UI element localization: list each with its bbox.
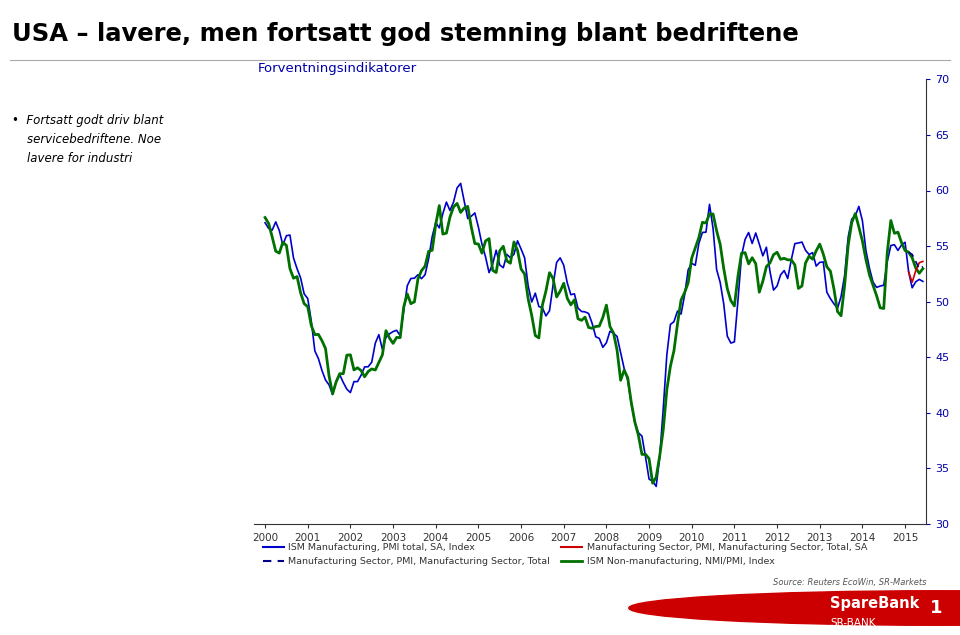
Text: Source: Reuters EcoWin, SR-Markets: Source: Reuters EcoWin, SR-Markets <box>773 578 926 587</box>
Text: 1: 1 <box>929 599 943 617</box>
Text: SR-BANK: SR-BANK <box>830 618 876 628</box>
Text: Markets: Markets <box>21 599 103 617</box>
Legend: ISM Manufacturing, PMI total, SA, Index, Manufacturing Sector, PMI, Manufacturin: ISM Manufacturing, PMI total, SA, Index,… <box>259 540 871 570</box>
Circle shape <box>629 591 960 625</box>
Text: SpareBank: SpareBank <box>830 596 920 612</box>
Text: Forventningsindikatorer: Forventningsindikatorer <box>257 62 417 75</box>
Text: USA – lavere, men fortsatt god stemning blant bedriftene: USA – lavere, men fortsatt god stemning … <box>12 22 799 46</box>
Text: •  Fortsatt godt driv blant
    servicebedriftene. Noe
    lavere for industri: • Fortsatt godt driv blant servicebedrif… <box>12 114 163 165</box>
Text: - 8 -: - 8 - <box>468 601 492 615</box>
